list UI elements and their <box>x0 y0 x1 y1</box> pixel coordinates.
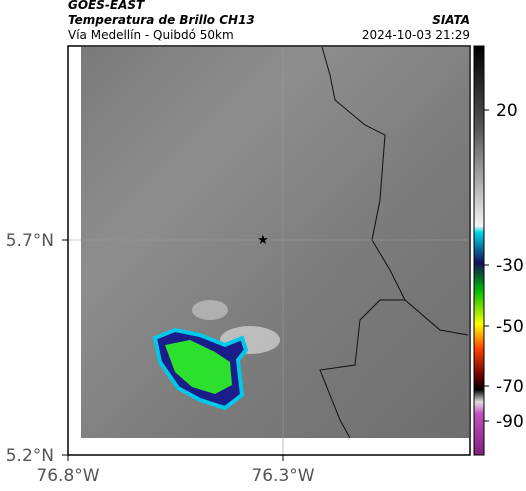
lon-tick-label: 76.3°W <box>251 466 314 486</box>
satellite-image <box>81 47 469 438</box>
source: SIATA <box>432 13 470 27</box>
convective-core <box>165 340 232 394</box>
lon-tick-label: 76.8°W <box>36 466 99 486</box>
lat-tick-label: 5.7°N <box>6 231 54 251</box>
colorbar-tick-label: 20 <box>496 101 518 121</box>
datetime: 2024-10-03 21:29 <box>362 28 470 42</box>
city-marker: ★ <box>257 233 269 248</box>
subtitle: Temperatura de Brillo CH13 <box>68 13 255 27</box>
colorbar-tick-label: -30 <box>496 256 524 276</box>
location: Vía Medellín - Quibdó 50km <box>68 28 234 42</box>
colorbar <box>473 45 485 456</box>
colorbar-tick-label: -70 <box>496 377 524 397</box>
colorbar-tick-label: -50 <box>496 317 524 337</box>
cloud <box>192 300 228 320</box>
border <box>319 46 469 439</box>
map-frame <box>67 45 471 456</box>
colorbar-tick-label: -90 <box>496 412 524 432</box>
lat-tick-label: 5.2°N <box>6 446 54 466</box>
title: GOES-EAST <box>68 0 145 12</box>
